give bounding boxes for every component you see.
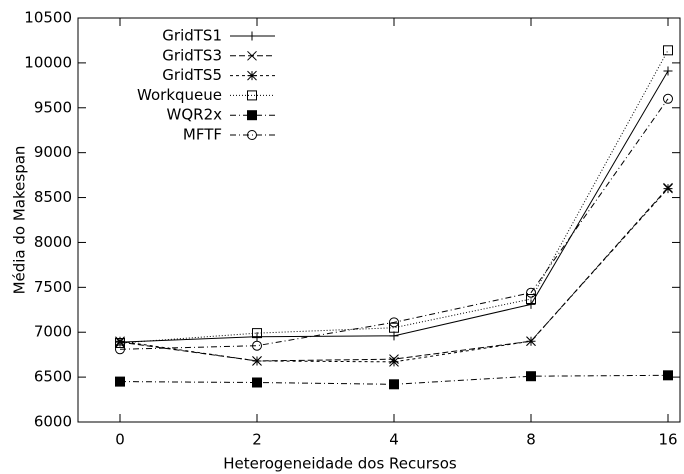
y-tick-label: 8500 xyxy=(34,188,72,206)
marker xyxy=(115,376,125,387)
plot-border xyxy=(77,17,681,423)
marker xyxy=(526,287,536,298)
marker xyxy=(115,336,125,347)
marker xyxy=(389,356,399,367)
marker xyxy=(247,130,257,140)
y-tick-label: 10000 xyxy=(24,53,72,71)
marker xyxy=(526,371,536,382)
legend-label: MFTF xyxy=(183,126,222,144)
marker xyxy=(252,340,262,351)
marker xyxy=(247,70,257,81)
x-tick-label: 16 xyxy=(658,431,677,449)
y-tick-label: 9000 xyxy=(34,143,72,161)
marker xyxy=(663,183,673,194)
x-tick-label: 8 xyxy=(526,431,536,449)
marker xyxy=(389,317,399,328)
x-axis-title: Heterogeneidade dos Recursos xyxy=(223,455,457,473)
y-tick-label: 9500 xyxy=(34,98,72,116)
y-tick-label: 8000 xyxy=(34,233,72,251)
marker xyxy=(252,328,262,339)
y-axis-title: Média do Makespan xyxy=(11,146,29,295)
y-tick-label: 6000 xyxy=(34,413,72,431)
legend-label: WQR2x xyxy=(167,106,223,124)
marker xyxy=(115,344,125,355)
marker xyxy=(252,356,262,366)
marker xyxy=(663,370,673,381)
y-tick-label: 7000 xyxy=(34,323,72,341)
x-tick-label: 2 xyxy=(252,431,262,449)
marker xyxy=(389,331,399,341)
marker xyxy=(663,93,673,104)
marker xyxy=(247,31,257,41)
marker xyxy=(389,379,399,390)
marker xyxy=(389,322,399,333)
legend-label: GridTS1 xyxy=(162,27,222,45)
marker xyxy=(663,66,673,76)
marker xyxy=(247,90,257,101)
marker xyxy=(526,294,536,305)
series-line xyxy=(119,188,669,363)
marker xyxy=(526,336,536,347)
marker xyxy=(252,332,262,342)
marker xyxy=(247,110,257,121)
x-tick-label: 0 xyxy=(115,431,125,449)
marker xyxy=(247,50,257,61)
y-tick-label: 10500 xyxy=(24,9,72,27)
series-line xyxy=(119,98,669,350)
marker xyxy=(252,377,262,388)
legend-label: GridTS3 xyxy=(162,46,222,64)
y-tick-label: 7500 xyxy=(34,278,72,296)
legend-label: GridTS5 xyxy=(162,66,222,84)
marker xyxy=(526,299,536,309)
y-tick-label: 6500 xyxy=(34,368,72,386)
marker xyxy=(663,45,673,56)
marker xyxy=(115,337,125,348)
x-tick-label: 4 xyxy=(389,431,399,449)
legend-label: Workqueue xyxy=(137,86,222,104)
